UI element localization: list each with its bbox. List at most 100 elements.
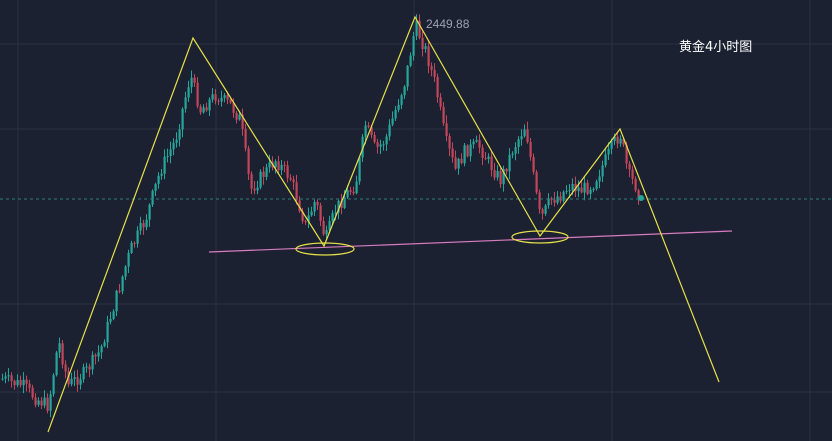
- candle-body: [280, 164, 283, 171]
- candle-body: [490, 156, 493, 171]
- candle-body: [511, 153, 514, 155]
- candle-body: [241, 114, 244, 129]
- candle-body: [604, 154, 607, 166]
- candle-body: [52, 375, 55, 395]
- candle-body: [289, 177, 292, 180]
- candle-body: [94, 354, 97, 357]
- support-ellipse-right: [511, 230, 569, 244]
- candle-body: [340, 200, 343, 208]
- candle-body: [532, 157, 535, 173]
- candle-body: [364, 125, 367, 137]
- candle-body: [7, 375, 10, 377]
- candle-body: [73, 377, 76, 379]
- candle-body: [505, 169, 508, 172]
- candle-body: [193, 77, 196, 83]
- candle-body: [598, 176, 601, 182]
- candle-body: [601, 165, 604, 177]
- candle-body: [283, 164, 286, 166]
- candle-body: [295, 182, 298, 201]
- candle-body: [421, 37, 424, 49]
- candle-body: [67, 371, 70, 385]
- candle-body: [406, 66, 409, 87]
- candle-body: [412, 36, 415, 56]
- candle-body: [619, 138, 622, 144]
- candle-body: [355, 181, 358, 194]
- candle-body: [130, 242, 133, 253]
- candle-body: [418, 20, 421, 38]
- candle-body: [433, 69, 436, 77]
- candle-body: [550, 198, 553, 200]
- candle-body: [493, 170, 496, 178]
- candle-body: [76, 377, 79, 385]
- candle-body: [469, 144, 472, 157]
- candle-body: [49, 394, 52, 411]
- candle-body: [553, 199, 556, 203]
- candle-body: [298, 200, 301, 212]
- zigzag-pattern: [47, 15, 720, 433]
- candle-body: [31, 387, 34, 398]
- candle-body: [139, 223, 142, 231]
- candle-body: [385, 136, 388, 145]
- candle-body: [568, 190, 571, 191]
- candle-body: [520, 136, 523, 140]
- candle-body: [199, 106, 202, 113]
- candle-layer: [1, 14, 640, 418]
- candle-body: [172, 142, 175, 150]
- candle-body: [451, 148, 454, 158]
- candle-body: [592, 188, 595, 190]
- candle-body: [127, 252, 130, 267]
- candle-body: [352, 191, 355, 194]
- candle-body: [70, 379, 73, 385]
- candle-body: [517, 139, 520, 148]
- candle-body: [82, 366, 85, 380]
- candle-body: [535, 172, 538, 193]
- candle-body: [238, 114, 241, 120]
- candle-body: [25, 379, 28, 384]
- candle-body: [307, 215, 310, 222]
- candle-body: [142, 223, 145, 228]
- candle-body: [622, 138, 625, 145]
- candle-body: [22, 379, 25, 386]
- candle-body: [154, 183, 157, 191]
- candle-body: [175, 139, 178, 143]
- candle-body: [217, 100, 220, 102]
- candle-body: [487, 156, 490, 159]
- candle-body: [181, 108, 184, 130]
- candle-body: [304, 221, 307, 222]
- candle-body: [322, 221, 325, 235]
- candle-body: [97, 352, 100, 357]
- candle-body: [337, 200, 340, 213]
- candle-body: [37, 400, 40, 405]
- candle-body: [625, 144, 628, 164]
- candle-body: [472, 141, 475, 145]
- candle-body: [226, 95, 229, 100]
- candle-body: [205, 107, 208, 111]
- candle-body: [16, 380, 19, 386]
- candle-body: [499, 171, 502, 185]
- candle-body: [256, 187, 259, 191]
- candle-body: [436, 76, 439, 98]
- candle-body: [124, 266, 127, 277]
- candle-body: [538, 192, 541, 210]
- peak-price-label: 2449.88: [426, 17, 470, 31]
- candle-body: [391, 118, 394, 125]
- candle-body: [187, 87, 190, 98]
- candle-body: [268, 162, 271, 168]
- candle-body: [403, 86, 406, 96]
- candle-body: [496, 171, 499, 178]
- candle-body: [250, 173, 253, 189]
- support-ellipse-left: [295, 242, 355, 256]
- candle-body: [514, 147, 517, 154]
- candle-body: [91, 354, 94, 370]
- candle-body: [58, 343, 61, 353]
- candle-body: [589, 189, 592, 194]
- candle-body: [379, 144, 382, 147]
- candle-body: [427, 46, 430, 67]
- candle-body: [448, 136, 451, 149]
- candle-body: [28, 383, 31, 388]
- candle-body: [442, 106, 445, 124]
- candle-body: [223, 95, 226, 98]
- candle-body: [607, 148, 610, 155]
- candle-body: [580, 187, 583, 193]
- candle-body: [328, 221, 331, 231]
